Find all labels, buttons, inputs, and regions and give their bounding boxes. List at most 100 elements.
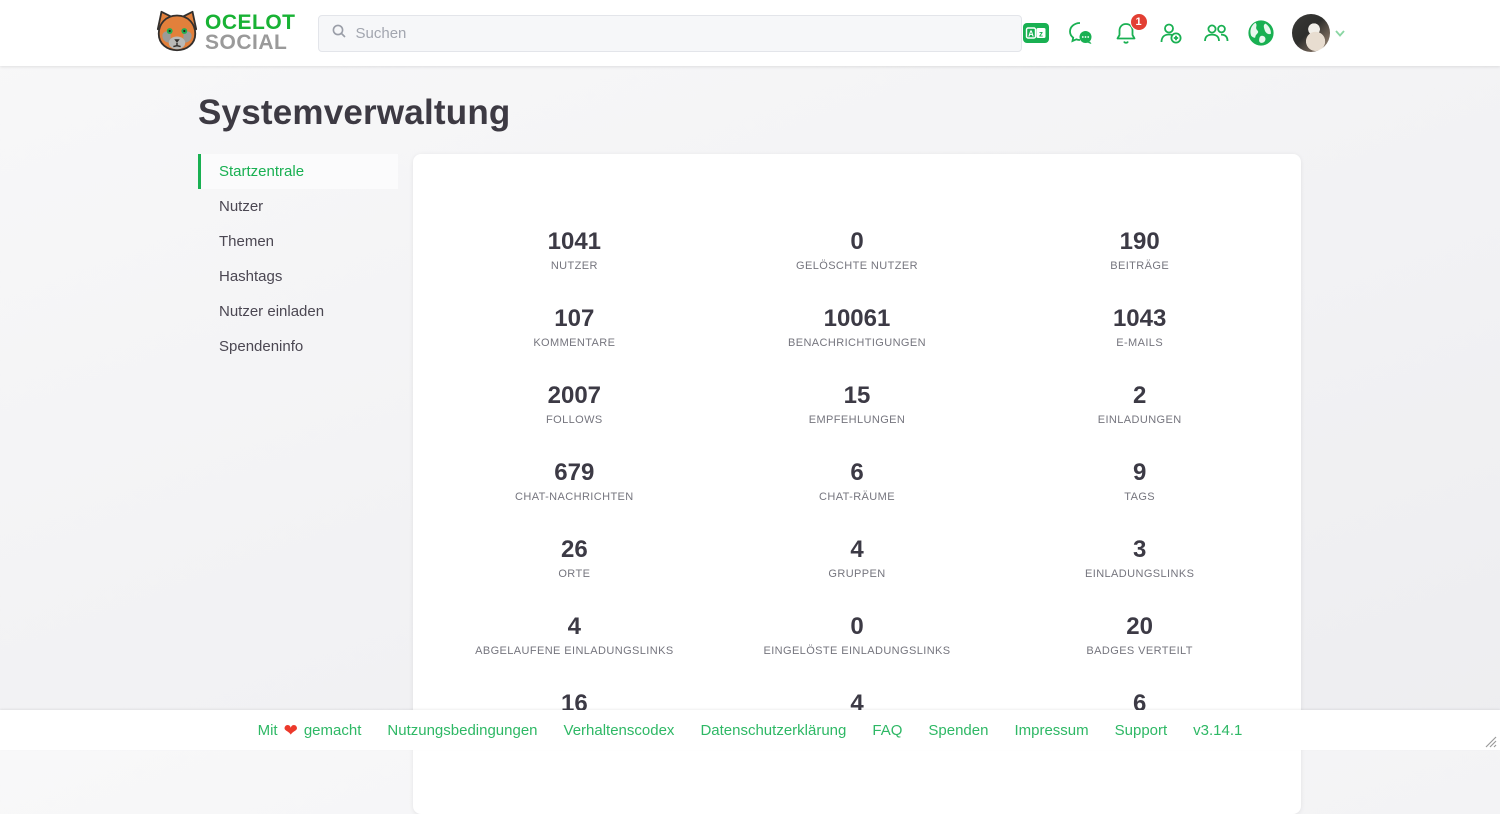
stat-cell: 107 KOMMENTARE — [433, 305, 716, 353]
footer: Mit ❤ gemacht Nutzungsbedingungen Verhalten… — [0, 710, 1500, 750]
stat-value: 107 — [554, 305, 595, 332]
avatar[interactable] — [1291, 14, 1330, 52]
stat-cell: 0 GELÖSCHTE NUTZER — [716, 228, 999, 276]
footer-link-datenschutzerklärung[interactable]: Datenschutzerklärung — [700, 721, 847, 739]
made-with-suffix: gemacht — [303, 721, 362, 739]
sidebar-item-label: Startzentrale — [219, 163, 305, 180]
add-user-icon[interactable] — [1157, 19, 1185, 47]
stat-value: 26 — [560, 536, 588, 563]
stat-label: CHAT-NACHRICHTEN — [515, 491, 634, 503]
sidebar-item-label: Themen — [219, 233, 275, 250]
stat-label: ORTE — [558, 568, 591, 580]
stat-label: CHAT-RÄUME — [819, 491, 895, 503]
stat-value: 1041 — [547, 228, 602, 255]
chevron-down-icon[interactable] — [1334, 27, 1346, 39]
stat-label: EINGELÖSTE EINLADUNGSLINKS — [763, 645, 951, 657]
globe-icon[interactable] — [1247, 19, 1275, 47]
stat-cell: 9 TAGS — [998, 459, 1281, 507]
stat-cell: 190 BEITRÄGE — [998, 228, 1281, 276]
stat-value: 190 — [1119, 228, 1160, 255]
logo-line1: OCELOT — [205, 11, 296, 35]
stat-cell: 2007 FOLLOWS — [433, 382, 716, 430]
logo-text: OCELOT SOCIAL — [205, 11, 296, 54]
content: Startzentrale Nutzer Themen Hashtags Nutzer … — [198, 154, 1301, 814]
footer-link-impressum[interactable]: Impressum — [1014, 721, 1089, 739]
logo-line2: SOCIAL — [205, 31, 288, 54]
stat-label: GELÖSCHTE NUTZER — [796, 260, 918, 272]
stat-cell: 20 BADGES VERTEILT — [998, 613, 1281, 661]
sidebar-item-nutzer-einladen[interactable]: Nutzer einladen — [198, 294, 398, 329]
footer-link-spenden[interactable]: Spenden — [928, 721, 989, 739]
header-icons: A z 1 — [1022, 13, 1346, 52]
page-title: Systemverwaltung — [198, 93, 511, 132]
stat-value: 679 — [554, 459, 595, 486]
stat-label: EMPFEHLUNGEN — [808, 414, 906, 426]
stat-label: BEITRÄGE — [1110, 260, 1170, 272]
stat-cell: 26 ORTE — [433, 536, 716, 584]
stat-cell: 2 EINLADUNGEN — [998, 382, 1281, 430]
stat-label: NUTZER — [550, 260, 598, 272]
sidebar-menu: Startzentrale Nutzer Themen Hashtags Nutzer … — [198, 154, 398, 364]
stat-value: 1043 — [1112, 305, 1167, 332]
footer-links: Nutzungsbedingungen Verhaltenscodex Datens… — [387, 722, 1167, 739]
stat-value: 2007 — [547, 382, 602, 409]
stat-label: ABGELAUFENE EINLADUNGSLINKS — [475, 645, 674, 657]
bell-icon[interactable]: 1 — [1112, 13, 1148, 47]
search-bar[interactable] — [317, 14, 1022, 52]
svg-text:A: A — [1028, 30, 1034, 39]
stat-value: 6 — [850, 459, 864, 486]
stat-label: GRUPPEN — [828, 568, 886, 580]
user-menu[interactable] — [1291, 14, 1346, 52]
stat-value: 4 — [567, 613, 581, 640]
chat-icon[interactable] — [1067, 19, 1095, 47]
stat-cell: 4 GRUPPEN — [716, 536, 999, 584]
stat-cell: 0 EINGELÖSTE EINLADUNGSLINKS — [716, 613, 999, 661]
search-input[interactable] — [355, 24, 1009, 42]
notification-badge: 1 — [1129, 13, 1148, 31]
stat-value: 2 — [1132, 382, 1147, 409]
stat-cell: 3 EINLADUNGSLINKS — [998, 536, 1281, 584]
sidebar-item-label: Nutzer einladen — [219, 303, 325, 320]
stat-value: 20 — [1126, 613, 1153, 640]
stat-value: 0 — [850, 228, 864, 255]
stat-cell: 679 CHAT-NACHRICHTEN — [433, 459, 716, 507]
footer-link-nutzungsbedingungen[interactable]: Nutzungsbedingungen — [387, 721, 538, 739]
ocelot-logo-icon — [155, 10, 199, 57]
stat-value: 15 — [843, 382, 871, 409]
sidebar-item-startzentrale[interactable]: Startzentrale — [198, 154, 398, 189]
stat-label: EINLADUNGEN — [1097, 414, 1182, 426]
stat-cell: 15 EMPFEHLUNGEN — [716, 382, 999, 430]
made-with-prefix: Mit — [257, 721, 278, 739]
stat-value: 9 — [1132, 459, 1147, 486]
stat-value: 4 — [850, 536, 864, 563]
stat-label: EINLADUNGSLINKS — [1085, 568, 1195, 580]
sidebar-item-hashtags[interactable]: Hashtags — [198, 259, 398, 294]
search-icon — [331, 23, 347, 44]
groups-icon[interactable] — [1202, 19, 1230, 47]
footer-link-faq[interactable]: FAQ — [872, 721, 903, 739]
sidebar-item-label: Hashtags — [219, 268, 283, 285]
footer-link-support[interactable]: Support — [1114, 721, 1168, 739]
footer-link-made-with[interactable]: Mit ❤ gemacht — [258, 722, 362, 739]
stat-label: BENACHRICHTIGUNGEN — [787, 337, 926, 349]
footer-version[interactable]: v3.14.1 — [1193, 721, 1243, 739]
stat-cell: 1043 E-MAILS — [998, 305, 1281, 353]
stat-value: 3 — [1132, 536, 1147, 563]
stat-label: KOMMENTARE — [533, 337, 616, 349]
resize-grip-icon[interactable] — [1481, 732, 1497, 748]
translate-icon[interactable]: A z — [1022, 19, 1050, 47]
sidebar-item-label: Spendeninfo — [219, 338, 304, 355]
stat-cell: 4 ABGELAUFENE EINLADUNGSLINKS — [433, 613, 716, 661]
logo[interactable]: OCELOT SOCIAL — [155, 10, 296, 57]
stat-label: BADGES VERTEILT — [1086, 645, 1193, 657]
stat-value: 0 — [850, 613, 864, 640]
sidebar-item-nutzer[interactable]: Nutzer — [198, 189, 398, 224]
sidebar-item-themen[interactable]: Themen — [198, 224, 398, 259]
top-bar: OCELOT SOCIAL A z — [0, 0, 1500, 66]
stat-label: E-MAILS — [1116, 337, 1164, 349]
stat-value: 10061 — [823, 305, 891, 332]
sidebar-item-spendeninfo[interactable]: Spendeninfo — [198, 329, 398, 364]
heart-icon: ❤ — [283, 720, 298, 740]
footer-link-verhaltenscodex[interactable]: Verhaltenscodex — [563, 721, 675, 739]
stat-label: TAGS — [1124, 491, 1156, 503]
